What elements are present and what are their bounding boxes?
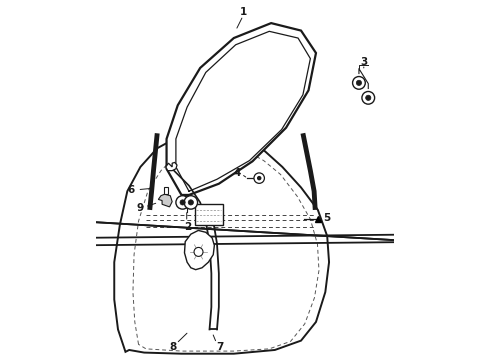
Text: 9: 9 <box>136 203 143 213</box>
Circle shape <box>356 80 362 85</box>
Circle shape <box>366 95 371 100</box>
Polygon shape <box>184 230 214 270</box>
Text: 8: 8 <box>170 342 177 352</box>
Polygon shape <box>114 133 329 354</box>
Circle shape <box>362 91 375 104</box>
Text: 3: 3 <box>360 57 368 67</box>
Circle shape <box>257 176 262 180</box>
Text: 7: 7 <box>216 342 223 352</box>
Circle shape <box>194 247 203 256</box>
Text: 2: 2 <box>184 222 191 232</box>
Bar <box>195 204 222 225</box>
Circle shape <box>254 173 265 183</box>
Polygon shape <box>164 188 168 194</box>
Polygon shape <box>167 23 316 195</box>
Text: 1: 1 <box>240 7 247 17</box>
Circle shape <box>353 77 365 89</box>
Circle shape <box>188 200 194 205</box>
Text: 5: 5 <box>323 213 331 223</box>
Circle shape <box>176 196 189 209</box>
Text: 6: 6 <box>127 185 135 195</box>
Circle shape <box>180 200 185 205</box>
Polygon shape <box>158 194 172 207</box>
Text: 4: 4 <box>233 168 241 178</box>
Polygon shape <box>166 162 177 171</box>
Circle shape <box>184 196 197 209</box>
